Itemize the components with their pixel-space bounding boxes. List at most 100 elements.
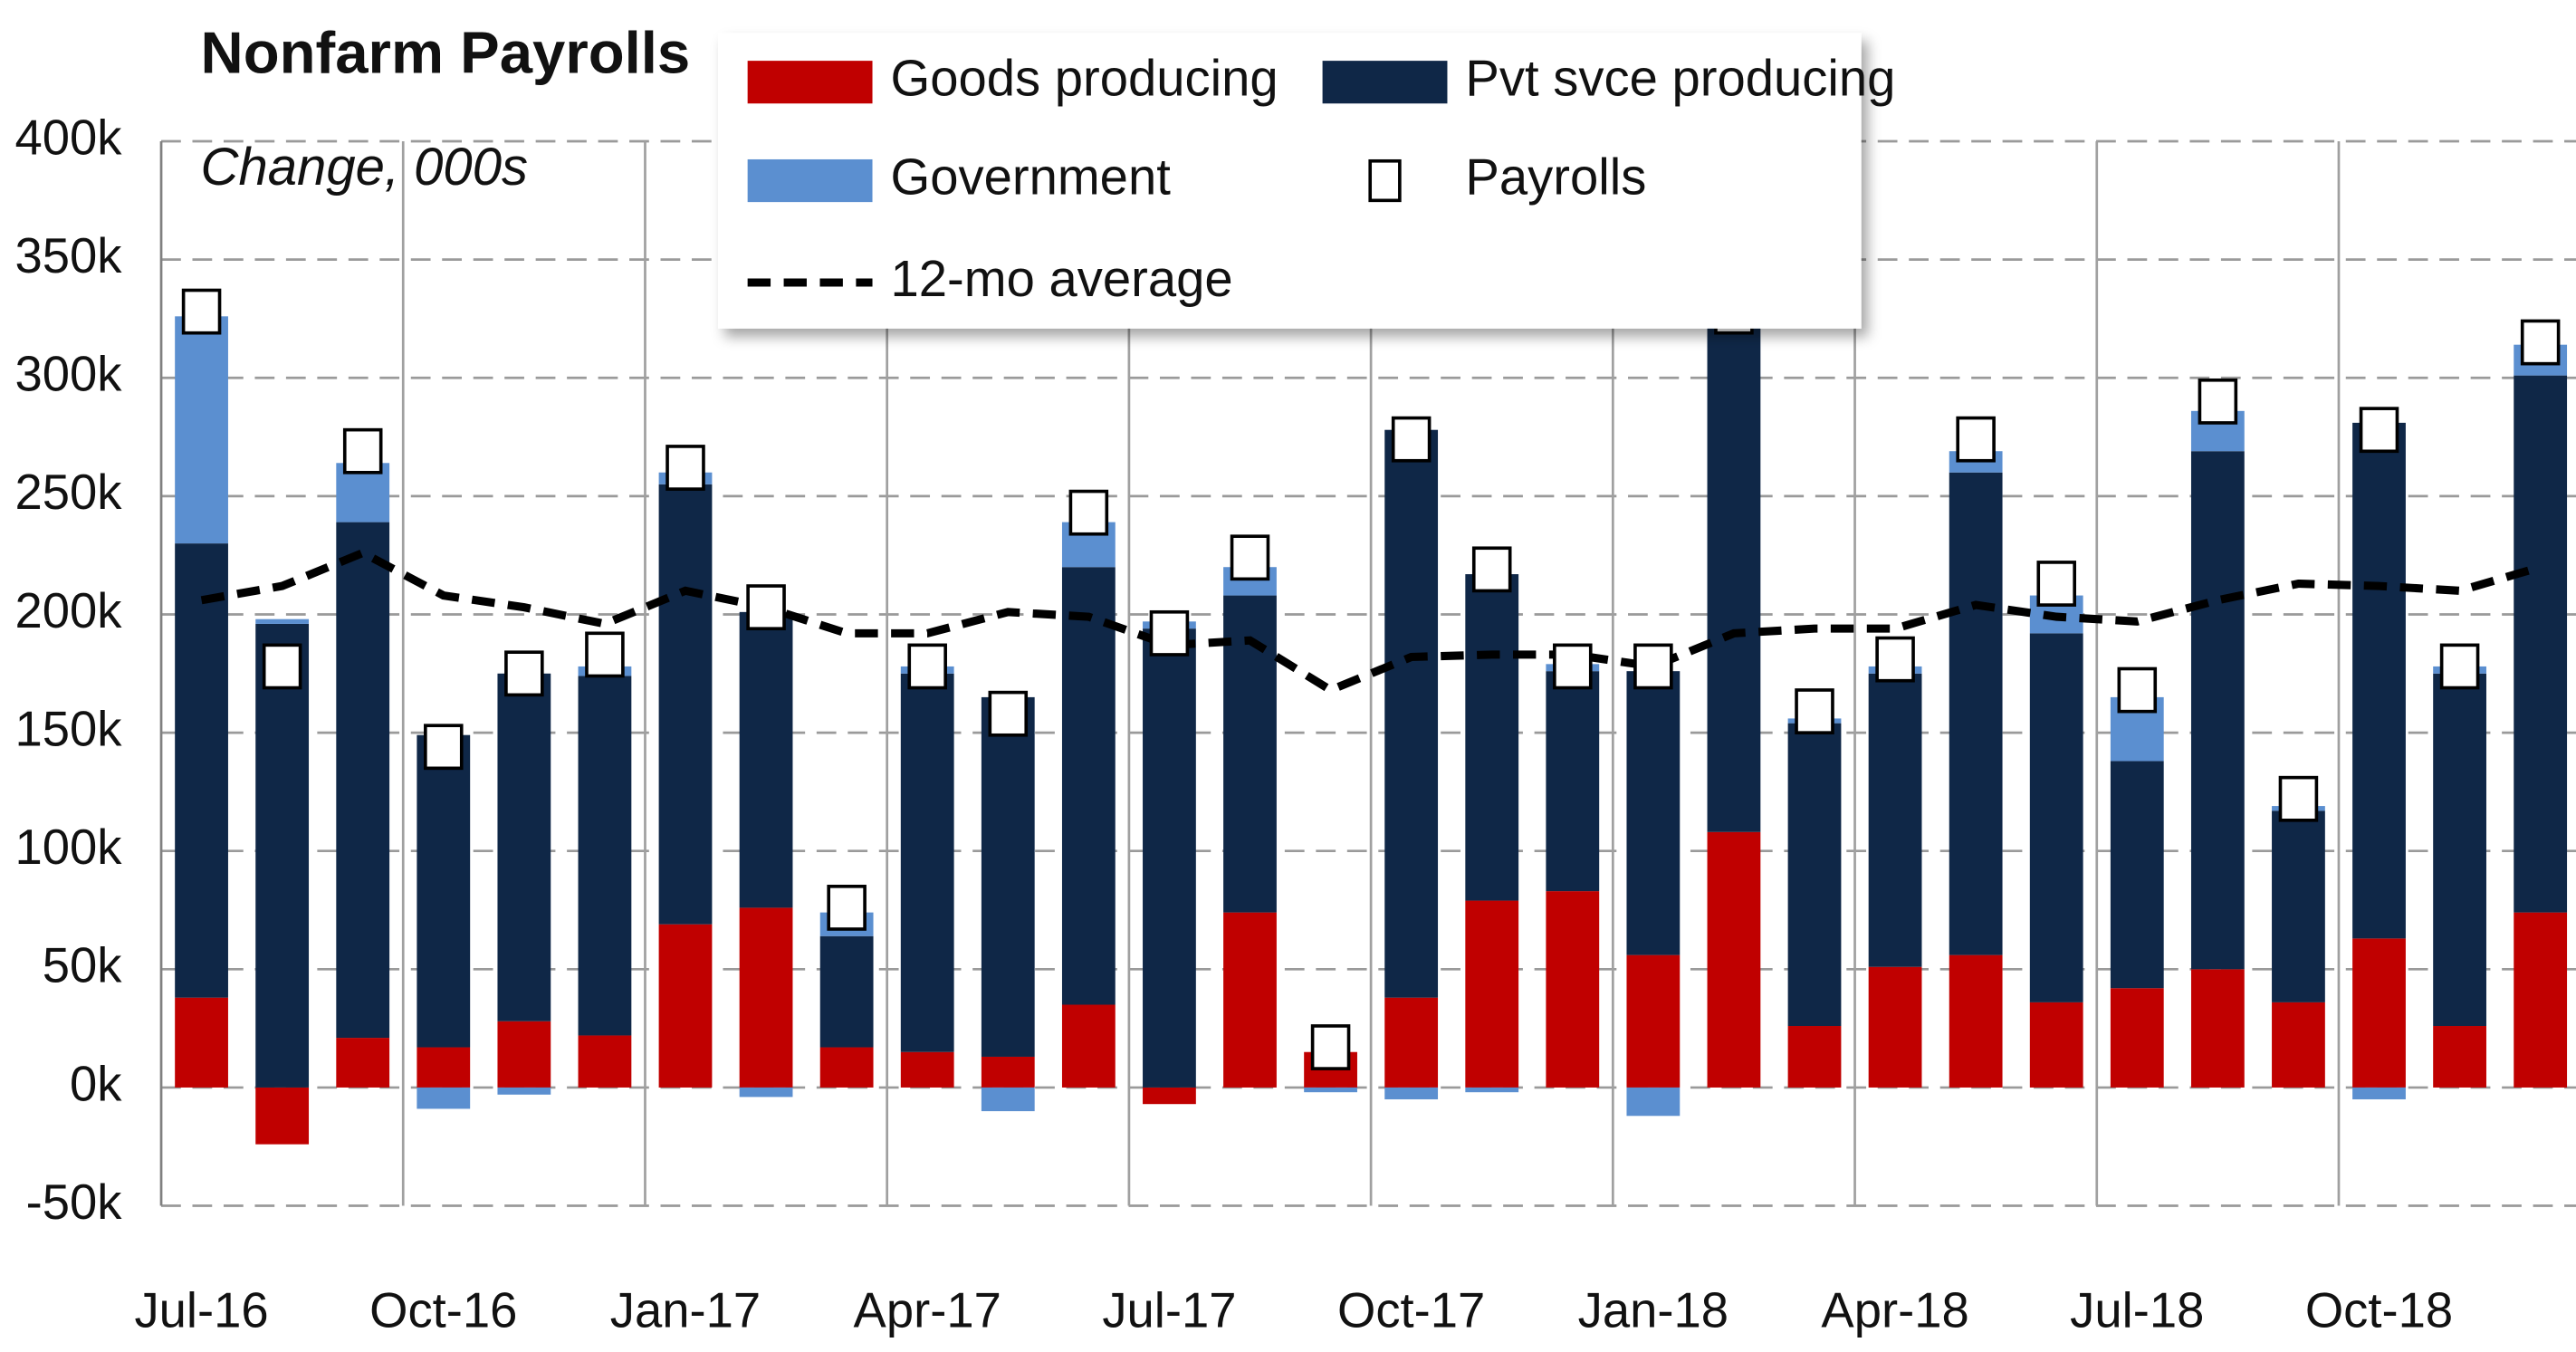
average-line [200, 548, 2542, 695]
bar [2190, 451, 2245, 970]
bar [578, 676, 632, 1036]
legend: Goods producing Pvt svce producing Governm… [718, 33, 1895, 329]
bar [336, 522, 390, 1039]
x-tick-label: Oct-16 [369, 1283, 517, 1338]
bar [1143, 628, 1196, 1088]
bar [2352, 938, 2406, 1088]
bar [1707, 321, 1761, 832]
payroll-marker [181, 288, 222, 335]
x-tick-label: Jul-18 [2070, 1283, 2204, 1338]
payroll-marker [2278, 775, 2319, 822]
x-tick-label: Apr-18 [1821, 1283, 1968, 1338]
payroll-marker [2198, 378, 2238, 425]
bar [2352, 1087, 2406, 1099]
bar [1465, 900, 1519, 1088]
payroll-marker [585, 631, 625, 678]
x-tick-label: Jul-16 [134, 1283, 268, 1338]
legend-label: Goods producing [890, 50, 1278, 107]
payroll-marker [666, 445, 705, 491]
bar [1304, 1087, 1357, 1093]
payroll-marker [1795, 688, 1834, 734]
bar [2029, 1002, 2083, 1088]
payroll-marker [262, 643, 302, 690]
bar [2514, 912, 2568, 1088]
bar [1787, 723, 1842, 1027]
legend-label: Payrolls [1465, 148, 1646, 205]
chart-subtitle: Change, 000s [201, 138, 528, 197]
bar [497, 1021, 551, 1088]
bar [2352, 422, 2406, 939]
bar [417, 734, 471, 1048]
bar [175, 997, 228, 1088]
bar [1465, 1087, 1519, 1093]
bar [2272, 1002, 2325, 1088]
payroll-marker [1230, 534, 1270, 581]
bar [739, 1087, 793, 1098]
bar [255, 1087, 310, 1145]
chart-title: Nonfarm Payrolls [201, 20, 691, 86]
y-tick-label: 300k [15, 347, 123, 402]
bar [2110, 988, 2164, 1088]
payroll-marker [2117, 666, 2158, 714]
bar [1223, 912, 1277, 1088]
payroll-marker [827, 884, 867, 931]
bar [1384, 997, 1439, 1088]
bar [2433, 1026, 2486, 1088]
legend-label: 12-mo average [890, 250, 1232, 307]
payroll-marker [1553, 643, 1593, 690]
payroll-marker [2439, 643, 2480, 690]
bar [1143, 1087, 1196, 1105]
bar [417, 1047, 471, 1088]
bar [819, 1047, 874, 1088]
payroll-marker [342, 427, 383, 475]
bar [1061, 1004, 1116, 1088]
legend-box [718, 33, 1862, 329]
bar [1061, 567, 1116, 1005]
bar [981, 1056, 1035, 1088]
y-tick-label: 50k [43, 938, 123, 993]
bar [1707, 831, 1761, 1088]
bar [1546, 891, 1600, 1088]
legend-swatch [1368, 158, 1402, 203]
bar [175, 543, 228, 998]
y-tick-label: 200k [15, 583, 123, 638]
bar [1868, 673, 1922, 967]
bar [578, 1035, 632, 1088]
bar [497, 1087, 551, 1095]
bar [2514, 375, 2568, 913]
bar [900, 1051, 954, 1088]
legend-swatch [1322, 61, 1448, 104]
bar [981, 696, 1035, 1057]
y-tick-label: 400k [15, 110, 123, 165]
bar [2029, 633, 2083, 1002]
legend-label: Government [890, 148, 1171, 205]
bar [658, 484, 713, 925]
y-tick-label: 250k [15, 465, 123, 520]
bar [2433, 673, 2486, 1027]
bar [1546, 671, 1600, 892]
bar [819, 935, 874, 1048]
bar [2190, 969, 2245, 1088]
bar [739, 907, 793, 1088]
bar [336, 1038, 390, 1088]
x-tick-label: Oct-18 [2305, 1283, 2453, 1338]
bar [175, 316, 228, 544]
payroll-marker [1149, 609, 1190, 657]
bar [1868, 966, 1922, 1088]
payroll-marker [1391, 416, 1432, 463]
payroll-marker [2036, 561, 2076, 607]
legend-swatch [747, 61, 873, 104]
bar [1626, 1087, 1681, 1117]
legend-label: Pvt svce producing [1465, 50, 1895, 107]
payroll-marker [1875, 636, 1915, 683]
y-tick-label: 0k [70, 1056, 122, 1111]
bar [255, 623, 310, 1088]
plot-area: -50k 0k 50k 100k 150k 200k 250k 300k 350k 400k Jul… [15, 110, 2576, 1338]
y-tick-label: 150k [15, 701, 123, 756]
payroll-marker [746, 584, 786, 631]
bar [1384, 429, 1439, 998]
x-tick-label: Jul-17 [1102, 1283, 1236, 1338]
x-tick-label: Apr-17 [854, 1283, 1001, 1338]
payroll-marker [1310, 1024, 1351, 1070]
